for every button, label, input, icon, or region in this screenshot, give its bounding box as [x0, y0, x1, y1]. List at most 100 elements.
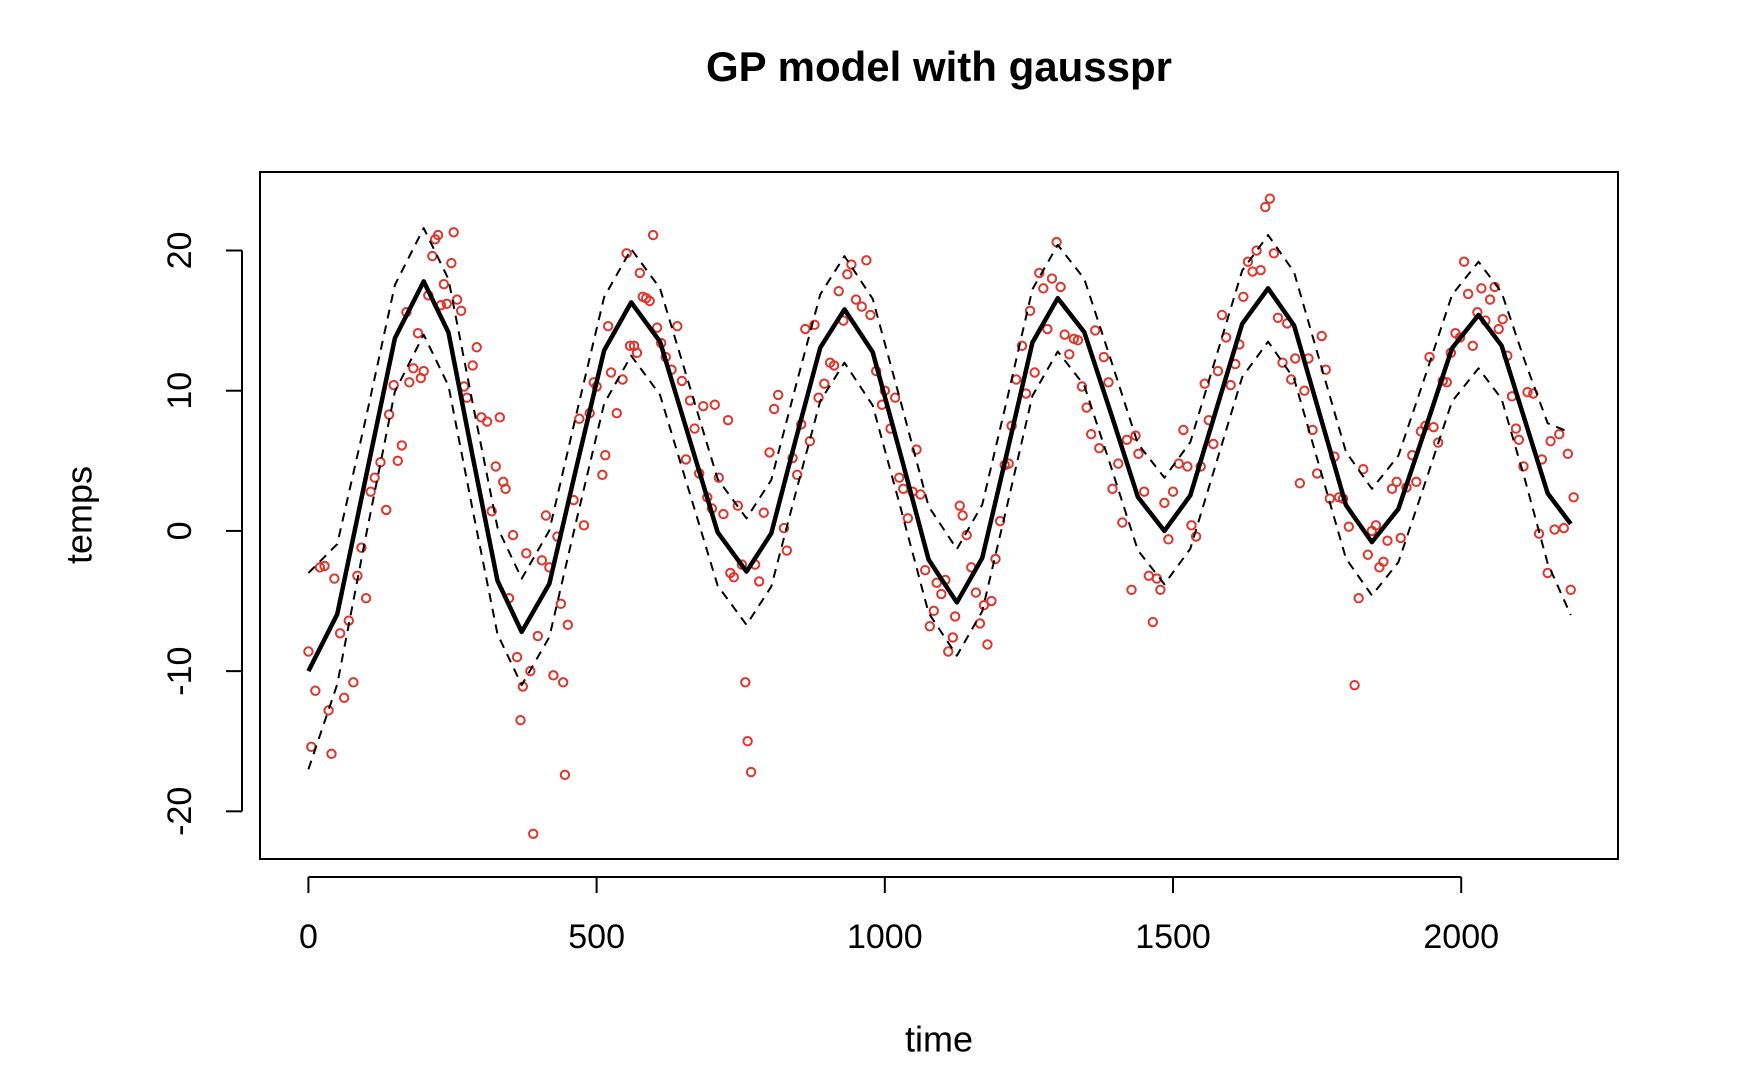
point	[356, 542, 367, 553]
point	[448, 227, 459, 238]
point	[1343, 521, 1355, 532]
point	[732, 500, 744, 511]
point	[1370, 520, 1382, 531]
point	[1247, 266, 1258, 277]
point	[957, 510, 968, 521]
point	[1497, 314, 1508, 325]
point	[1518, 461, 1529, 472]
point	[1568, 492, 1579, 503]
x-tick-label: 0	[299, 918, 318, 956]
point	[388, 379, 399, 391]
point	[624, 340, 636, 352]
point	[1510, 423, 1522, 434]
y-tick-label: -20	[161, 787, 199, 836]
point	[1042, 323, 1053, 335]
point	[597, 469, 608, 481]
point	[1395, 532, 1406, 544]
point	[375, 457, 386, 468]
point	[1072, 335, 1084, 346]
point	[1285, 374, 1297, 385]
point	[1558, 522, 1570, 534]
point	[758, 507, 769, 518]
point	[1268, 248, 1280, 259]
point	[500, 483, 511, 495]
point	[634, 267, 646, 279]
point	[947, 632, 959, 643]
point	[521, 548, 532, 559]
point	[507, 529, 519, 541]
point	[1159, 497, 1170, 509]
point	[310, 685, 321, 696]
point	[532, 630, 544, 642]
point	[1107, 483, 1118, 495]
point	[1113, 458, 1124, 469]
point	[949, 611, 961, 622]
point	[559, 769, 571, 781]
point	[911, 444, 922, 455]
point	[1147, 616, 1159, 628]
point	[1251, 245, 1262, 256]
point	[1272, 312, 1284, 324]
point	[1016, 340, 1028, 352]
x-axis-label: time	[905, 1019, 973, 1060]
point	[1349, 679, 1360, 691]
point	[1059, 329, 1070, 340]
point	[383, 409, 395, 420]
point	[1545, 435, 1556, 447]
point	[605, 367, 617, 378]
confidence-band	[307, 227, 1572, 580]
point	[548, 670, 559, 681]
point	[578, 520, 590, 531]
point	[647, 229, 659, 241]
point	[432, 229, 444, 241]
point	[974, 618, 986, 629]
point	[1199, 378, 1210, 389]
point	[924, 621, 935, 632]
point	[412, 328, 424, 339]
point	[1484, 294, 1496, 305]
x-tick-label: 2000	[1423, 918, 1499, 956]
y-tick-label: 20	[161, 232, 199, 270]
y-tick-label: 10	[161, 372, 199, 410]
point	[326, 748, 337, 760]
point	[408, 363, 419, 374]
point	[467, 360, 478, 371]
chart-title: GP model with gausspr	[706, 43, 1172, 90]
point	[898, 483, 909, 495]
point	[1055, 281, 1066, 293]
point	[494, 412, 505, 423]
point	[1126, 584, 1137, 596]
point	[644, 295, 655, 307]
point	[1549, 524, 1560, 535]
point	[1277, 357, 1288, 368]
fit-line	[306, 279, 1573, 673]
point	[850, 294, 862, 305]
point	[1362, 549, 1374, 560]
point	[680, 454, 692, 465]
point	[1182, 461, 1193, 472]
point	[540, 510, 552, 521]
x-tick-label: 1000	[847, 918, 923, 956]
point	[1428, 421, 1439, 433]
point	[713, 472, 725, 483]
point	[954, 500, 965, 511]
point	[931, 577, 942, 588]
point	[1117, 517, 1128, 528]
point	[800, 323, 811, 335]
point	[986, 595, 997, 607]
point	[1378, 556, 1389, 567]
point	[303, 646, 314, 657]
point	[348, 677, 359, 688]
point	[1238, 291, 1249, 302]
point	[525, 665, 536, 677]
point	[709, 399, 720, 410]
point	[555, 598, 567, 610]
point	[1029, 367, 1040, 378]
point	[1081, 402, 1092, 413]
point	[1299, 385, 1310, 396]
point	[1255, 264, 1266, 276]
point	[1186, 520, 1197, 531]
point	[602, 321, 614, 332]
point	[778, 522, 790, 534]
plot-frame	[259, 171, 1619, 860]
